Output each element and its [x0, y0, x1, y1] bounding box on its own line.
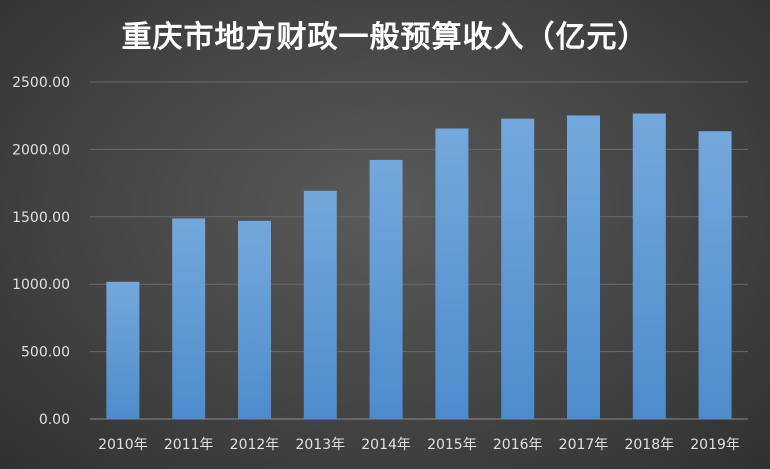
bar-2012年	[238, 220, 271, 419]
x-tick-label: 2014年	[361, 437, 411, 453]
x-tick-label: 2010年	[98, 437, 148, 453]
bar-2010年	[106, 281, 140, 419]
bar-2018年	[632, 113, 666, 419]
x-tick-label: 2011年	[164, 437, 214, 453]
x-tick-label: 2018年	[624, 437, 674, 453]
bar-2014年	[369, 159, 403, 419]
x-tick-label: 2015年	[427, 437, 477, 453]
bar-2017年	[567, 115, 600, 420]
bar-2013年	[303, 190, 337, 419]
chart-title: 重庆市地方财政一般预算收入（亿元）	[121, 20, 649, 55]
x-tick-label: 2016年	[493, 437, 543, 453]
y-tick-label: 0.00	[39, 412, 70, 428]
y-axis-ticks: 0.00 500.00 1000.00 1500.00 2000.00 2500.00	[12, 75, 70, 428]
x-tick-label: 2019年	[690, 437, 740, 453]
bar-2015年	[435, 128, 469, 420]
x-axis-ticks: 2010年 2011年 2012年 2013年 2014年 2015年 2016年 2017年…	[98, 437, 740, 453]
y-tick-label: 500.00	[21, 345, 70, 361]
bar-2019年	[698, 131, 732, 419]
y-tick-label: 2500.00	[12, 75, 70, 91]
y-tick-label: 1000.00	[12, 277, 70, 293]
y-tick-label: 2000.00	[12, 142, 70, 158]
x-tick-label: 2013年	[295, 437, 345, 453]
x-tick-label: 2017年	[559, 437, 609, 453]
bar-2011年	[172, 218, 206, 419]
bars	[106, 113, 732, 420]
y-tick-label: 1500.00	[12, 210, 70, 226]
bar-2016年	[501, 118, 535, 420]
x-tick-label: 2012年	[230, 437, 280, 453]
